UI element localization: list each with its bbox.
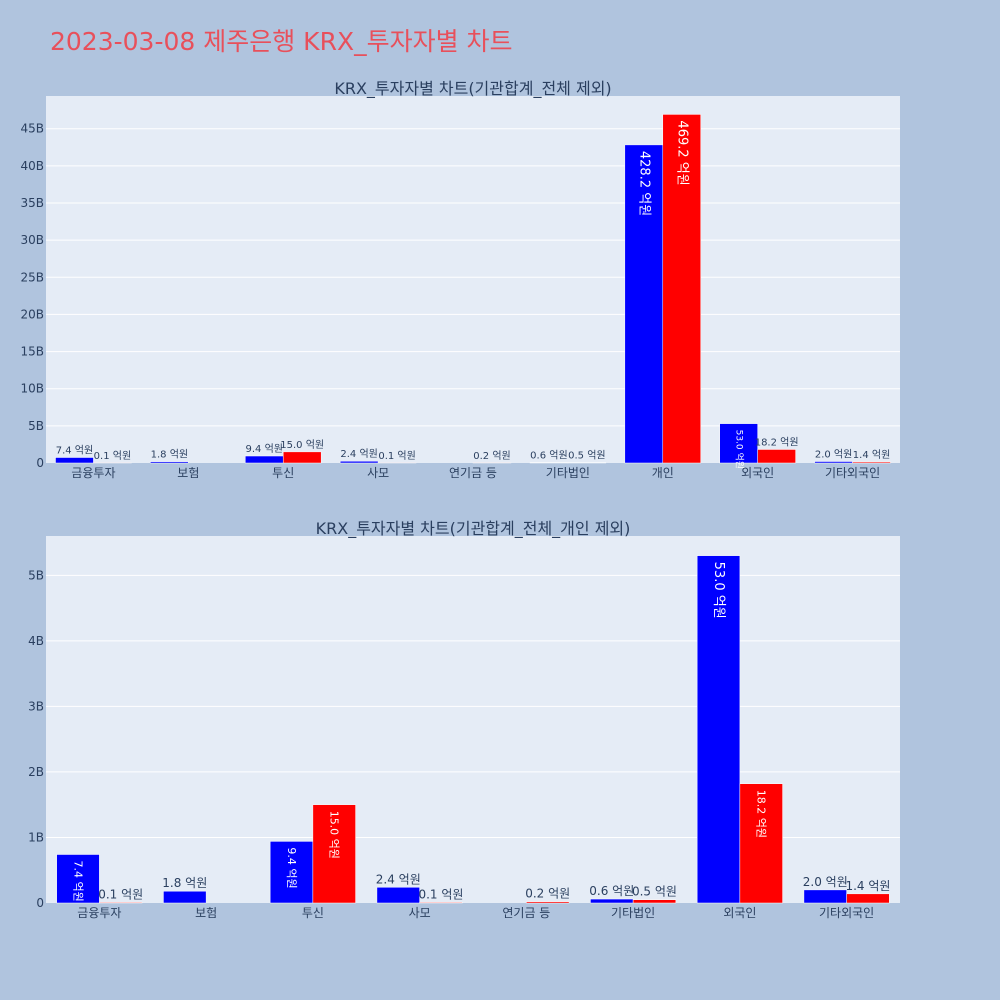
data-label: 1.8 억원 xyxy=(162,876,207,890)
y-tick-label: 45B xyxy=(20,122,44,136)
x-tick-label: 외국인 xyxy=(741,466,774,480)
x-tick-label: 투신 xyxy=(302,906,324,920)
y-tick-label: 15B xyxy=(20,345,44,359)
data-label: 9.4 억원 xyxy=(246,443,283,455)
chart-panel-2: 0 1B 2B 3B 4B 5B KRX_투자자별 차트(기관합계_전체_개인 제외) 금융투… xyxy=(28,519,900,920)
bar xyxy=(662,114,701,464)
x-tick-label: 개인 xyxy=(652,466,674,480)
bar xyxy=(739,783,783,904)
bar xyxy=(719,423,758,464)
bar xyxy=(852,461,891,464)
data-label: 53.0 억원 xyxy=(711,562,726,619)
bar xyxy=(376,887,420,904)
y-tick-label: 1B xyxy=(28,830,44,844)
bar xyxy=(163,890,207,904)
data-label: 0.1 억원 xyxy=(418,887,463,901)
y-tick-label: 0 xyxy=(36,456,44,470)
data-label: 7.4 억원 xyxy=(56,445,93,457)
y-tick-label: 5B xyxy=(28,419,44,433)
x-tick-label: 금융투자 xyxy=(71,466,115,480)
y-tick-label: 35B xyxy=(20,196,44,210)
bar xyxy=(312,804,356,904)
data-label: 7.4 억원 xyxy=(72,861,85,902)
bar xyxy=(56,854,100,904)
bar xyxy=(696,555,741,904)
data-label: 2.0 억원 xyxy=(815,449,852,461)
y-tick-label: 0 xyxy=(36,896,44,910)
bar xyxy=(632,899,677,904)
x-tick-label: 기타법인 xyxy=(611,906,655,920)
x-tick-label: 연기금 등 xyxy=(502,906,550,920)
x-tick-label: 금융투자 xyxy=(77,906,121,920)
y-tick-label: 25B xyxy=(20,270,44,284)
data-label: 428.2 억원 xyxy=(636,151,651,216)
data-label: 0.1 억원 xyxy=(94,450,131,462)
x-tick-label: 외국인 xyxy=(723,906,756,920)
bar xyxy=(419,902,463,904)
x-tick-label: 보험 xyxy=(177,466,199,480)
data-label: 2.4 억원 xyxy=(340,448,377,460)
x-tick-label: 연기금 등 xyxy=(449,466,497,480)
y-tick-label: 2B xyxy=(28,765,44,779)
data-label: 0.1 억원 xyxy=(98,887,143,901)
chart-panel-1: 0 5B 10B 15B 20B 25B 30B 35B 40B 45B KRX_투자자별 차트(기… xyxy=(20,79,900,480)
bar xyxy=(526,901,570,904)
x-tick-label: 투신 xyxy=(272,466,294,480)
data-label: 18.2 억원 xyxy=(755,436,799,448)
bar xyxy=(846,893,890,904)
x-tick-label: 보험 xyxy=(195,906,217,920)
x-tick-label: 사모 xyxy=(409,906,431,920)
data-label: 15.0 억원 xyxy=(280,439,324,451)
x-tick-label: 기타외국인 xyxy=(825,466,880,480)
bar xyxy=(803,889,847,904)
data-label: 0.1 억원 xyxy=(378,450,415,462)
bar xyxy=(590,898,634,904)
data-label: 0.6 억원 xyxy=(530,450,567,462)
bar xyxy=(757,449,796,464)
y-tick-label: 20B xyxy=(20,307,44,321)
data-label: 15.0 억원 xyxy=(328,811,341,859)
y-tick-label: 40B xyxy=(20,159,44,173)
data-label: 9.4 억원 xyxy=(285,847,298,888)
data-label: 0.5 억원 xyxy=(568,450,605,462)
bar xyxy=(55,457,94,464)
bar xyxy=(339,460,379,464)
bar xyxy=(282,451,322,464)
bar xyxy=(624,144,664,464)
bar xyxy=(269,841,314,904)
chart-title: KRX_투자자별 차트(기관합계_전체_개인 제외) xyxy=(316,519,631,539)
y-tick-label: 4B xyxy=(28,634,44,648)
y-tick-label: 5B xyxy=(28,568,44,582)
plot-area xyxy=(46,96,900,463)
page-title: 2023-03-08 제주은행 KRX_투자자별 차트 xyxy=(50,27,513,56)
bar xyxy=(99,902,143,904)
data-label: 18.2 억원 xyxy=(755,790,768,838)
y-tick-label: 3B xyxy=(28,699,44,713)
data-label: 53.0 억원 xyxy=(734,430,746,469)
x-tick-label: 기타외국인 xyxy=(819,906,874,920)
data-label: 0.2 억원 xyxy=(473,450,510,462)
data-label: 0.6 억원 xyxy=(589,884,634,898)
data-label: 1.4 억원 xyxy=(845,879,890,893)
data-label: 0.5 억원 xyxy=(632,885,677,899)
y-tick-label: 10B xyxy=(20,382,44,396)
x-tick-label: 사모 xyxy=(367,466,389,480)
data-label: 0.2 억원 xyxy=(525,887,570,901)
data-label: 1.4 억원 xyxy=(853,449,890,461)
bar xyxy=(150,461,189,464)
chart-title: KRX_투자자별 차트(기관합계_전체 제외) xyxy=(334,79,611,99)
data-label: 2.4 억원 xyxy=(376,872,421,886)
data-label: 2.0 억원 xyxy=(803,875,848,889)
y-tick-label: 30B xyxy=(20,233,44,247)
data-label: 469.2 억원 xyxy=(674,120,689,185)
data-label: 1.8 억원 xyxy=(151,449,188,461)
x-tick-label: 기타법인 xyxy=(546,466,590,480)
bar xyxy=(245,455,284,464)
bar xyxy=(814,461,853,464)
